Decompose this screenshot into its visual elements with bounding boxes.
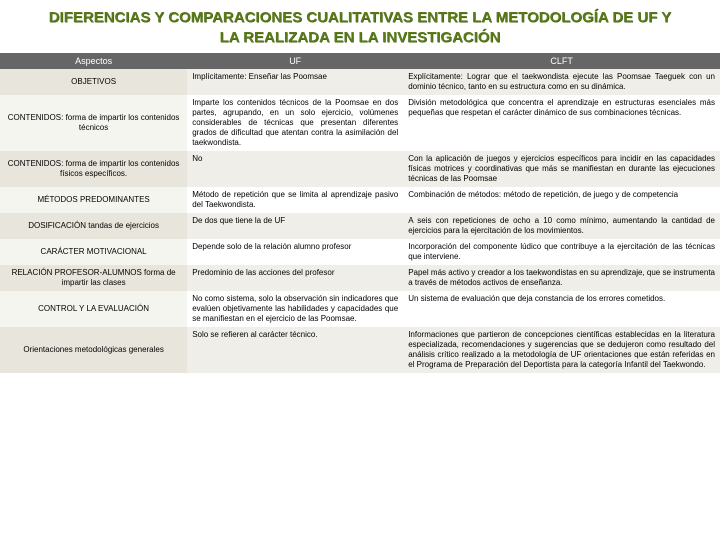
- cell-uf: De dos que tiene la de UF: [187, 213, 403, 239]
- header-clft: CLFT: [403, 53, 720, 69]
- table-row: CONTENIDOS: forma de impartir los conten…: [0, 95, 720, 151]
- cell-clft: Combinación de métodos: método de repeti…: [403, 187, 720, 213]
- cell-aspect: RELACIÓN PROFESOR-ALUMNOS forma de impar…: [0, 265, 187, 291]
- cell-aspect: Orientaciones metodológicas generales: [0, 327, 187, 373]
- cell-clft: Informaciones que partieron de concepcio…: [403, 327, 720, 373]
- cell-clft: Un sistema de evaluación que deja consta…: [403, 291, 720, 327]
- cell-clft: A seis con repeticiones de ocho a 10 com…: [403, 213, 720, 239]
- table-row: CONTENIDOS: forma de impartir los conten…: [0, 151, 720, 187]
- table-row: CONTROL Y LA EVALUACIÓN No como sistema,…: [0, 291, 720, 327]
- table-row: CARÁCTER MOTIVACIONAL Depende solo de la…: [0, 239, 720, 265]
- table-row: RELACIÓN PROFESOR-ALUMNOS forma de impar…: [0, 265, 720, 291]
- table-row: OBJETIVOS Implícitamente: Enseñar las Po…: [0, 69, 720, 95]
- cell-uf: Depende solo de la relación alumno profe…: [187, 239, 403, 265]
- cell-clft: División metodológica que concentra el a…: [403, 95, 720, 151]
- cell-uf: Imparte los contenidos técnicos de la Po…: [187, 95, 403, 151]
- cell-uf: Predominio de las acciones del profesor: [187, 265, 403, 291]
- cell-aspect: CONTROL Y LA EVALUACIÓN: [0, 291, 187, 327]
- cell-aspect: CONTENIDOS: forma de impartir los conten…: [0, 151, 187, 187]
- cell-aspect: DOSIFICACIÓN tandas de ejercicios: [0, 213, 187, 239]
- cell-clft: Incorporación del componente lúdico que …: [403, 239, 720, 265]
- cell-clft: Con la aplicación de juegos y ejercicios…: [403, 151, 720, 187]
- cell-uf: Método de repetición que se limita al ap…: [187, 187, 403, 213]
- table-header-row: Aspectos UF CLFT: [0, 53, 720, 69]
- cell-clft: Papel más activo y creador a los taekwon…: [403, 265, 720, 291]
- cell-uf: No: [187, 151, 403, 187]
- cell-uf: Solo se refieren al carácter técnico.: [187, 327, 403, 373]
- cell-uf: Implícitamente: Enseñar las Poomsae: [187, 69, 403, 95]
- table-row: MÉTODOS PREDOMINANTES Método de repetici…: [0, 187, 720, 213]
- cell-uf: No como sistema, solo la observación sin…: [187, 291, 403, 327]
- cell-aspect: OBJETIVOS: [0, 69, 187, 95]
- cell-aspect: CONTENIDOS: forma de impartir los conten…: [0, 95, 187, 151]
- cell-aspect: CARÁCTER MOTIVACIONAL: [0, 239, 187, 265]
- table-row: DOSIFICACIÓN tandas de ejercicios De dos…: [0, 213, 720, 239]
- comparison-table: Aspectos UF CLFT OBJETIVOS Implícitament…: [0, 53, 720, 373]
- table-row: Orientaciones metodológicas generales So…: [0, 327, 720, 373]
- cell-clft: Explícitamente: Lograr que el taekwondis…: [403, 69, 720, 95]
- header-uf: UF: [187, 53, 403, 69]
- page-title: DIFERENCIAS Y COMPARACIONES CUALITATIVAS…: [0, 0, 720, 53]
- cell-aspect: MÉTODOS PREDOMINANTES: [0, 187, 187, 213]
- header-aspectos: Aspectos: [0, 53, 187, 69]
